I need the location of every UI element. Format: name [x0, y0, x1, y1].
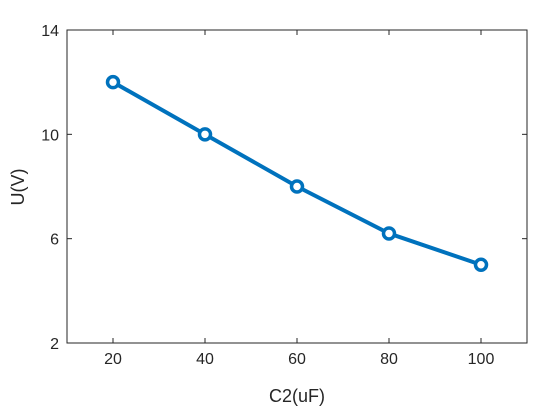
x-tick-label: 20: [104, 351, 122, 368]
data-point: [473, 257, 489, 272]
x-tick-label: 40: [196, 351, 214, 368]
data-point: [381, 226, 397, 241]
data-point: [289, 179, 305, 194]
data-point: [105, 74, 121, 90]
y-tick-label: 2: [50, 336, 59, 353]
x-axis-label: C2(uF): [269, 386, 325, 406]
y-tick-label: 10: [41, 127, 59, 144]
x-tick-label: 100: [468, 351, 495, 368]
y-tick-label: 6: [50, 232, 59, 249]
y-tick-label: 14: [41, 23, 59, 40]
y-tick-group: 2 6 10 14: [41, 23, 527, 353]
x-tick-group: 20 40 60 80 100: [104, 30, 494, 368]
y-axis-label: U(V): [8, 169, 28, 206]
data-point: [197, 127, 213, 142]
series-group: [105, 74, 489, 272]
x-tick-label: 80: [380, 351, 398, 368]
x-tick-label: 60: [288, 351, 306, 368]
